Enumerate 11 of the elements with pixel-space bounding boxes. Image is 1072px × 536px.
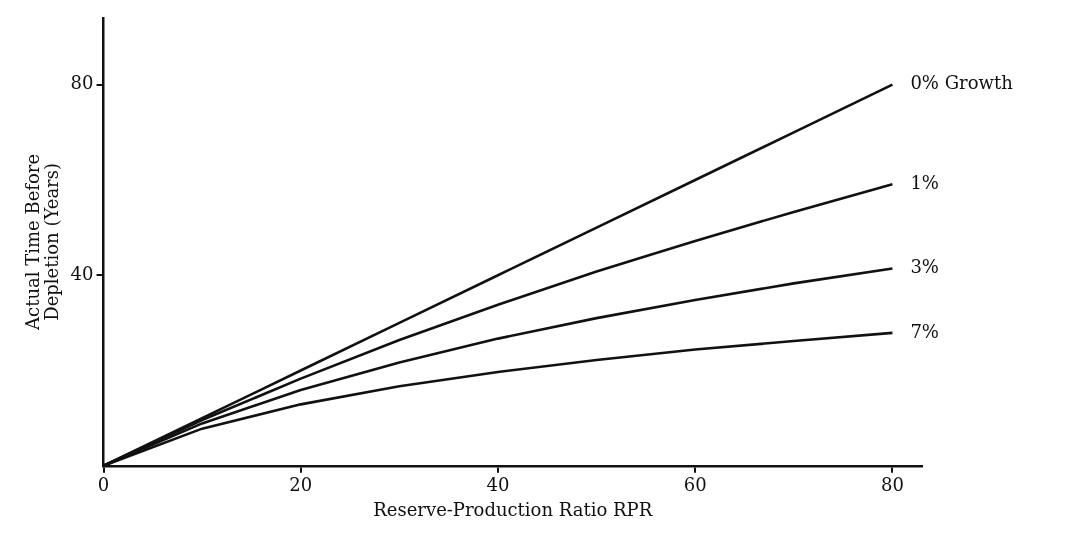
series-label: 3% bbox=[910, 256, 939, 278]
y-axis-title: Actual Time Before Depletion (Years) bbox=[21, 153, 63, 331]
series-label: 7% bbox=[910, 320, 939, 342]
series-label: 0% Growth bbox=[910, 72, 1014, 94]
x-tick-label: 20 bbox=[289, 474, 313, 496]
series-label: 1% bbox=[910, 171, 939, 193]
x-tick-label: 80 bbox=[880, 474, 904, 496]
x-tick-label: 0 bbox=[97, 474, 110, 496]
x-tick-label: 60 bbox=[683, 474, 707, 496]
x-tick-label: 40 bbox=[486, 474, 510, 496]
x-axis-title: Reserve-Production Ratio RPR bbox=[373, 498, 653, 520]
